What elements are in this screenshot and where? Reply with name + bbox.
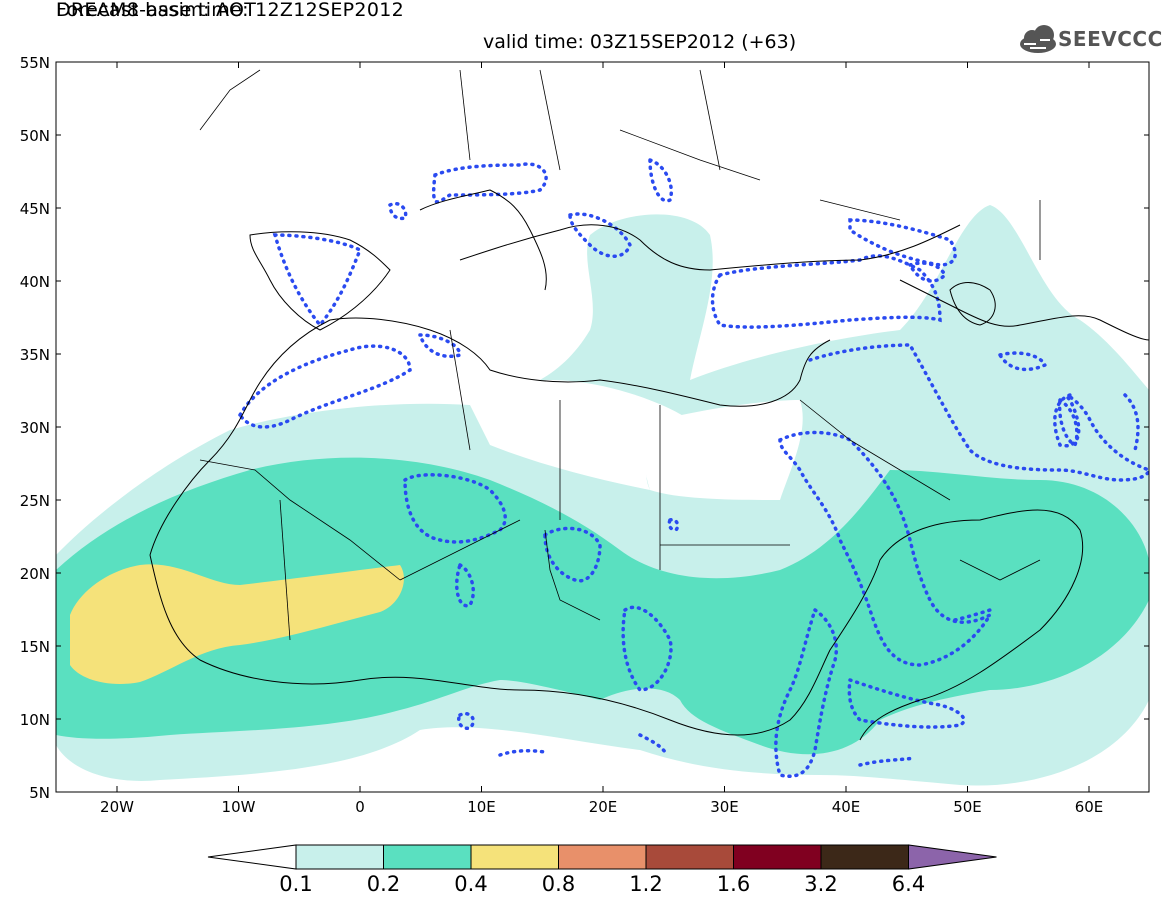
aot-field-level-2 bbox=[56, 457, 1149, 755]
longitude-axis: 20W 10W 0 10E 20E 30E 40E 50E 60E bbox=[100, 62, 1103, 816]
lon-label: 0 bbox=[355, 798, 365, 816]
cloud-icon bbox=[1020, 25, 1056, 53]
lat-label: 50N bbox=[20, 127, 50, 145]
lon-label: 10W bbox=[222, 798, 256, 816]
colorbar-arrow-left bbox=[207, 844, 297, 870]
lon-label: 60E bbox=[1075, 798, 1104, 816]
colorbar-label: 1.6 bbox=[717, 872, 750, 896]
lon-label: 40E bbox=[832, 798, 861, 816]
colorbar-label: 0.1 bbox=[279, 872, 312, 896]
lon-label: 30E bbox=[710, 798, 739, 816]
colorbar-label: 0.8 bbox=[542, 872, 575, 896]
title-valid-time: valid time: 03Z15SEP2012 (+63) bbox=[483, 31, 797, 53]
colorbar-segment bbox=[558, 844, 647, 870]
logo-text: SEEVCCC bbox=[1058, 27, 1163, 51]
colorbar-segment bbox=[820, 844, 909, 870]
colorbar: 0.1 0.2 0.4 0.8 1.2 1.6 3.2 6.4 bbox=[207, 844, 997, 896]
country-borders bbox=[199, 69, 1041, 641]
colorbar-label: 0.2 bbox=[367, 872, 400, 896]
title-product: DREAM8-assim: AOT bbox=[56, 0, 257, 21]
lat-label: 5N bbox=[29, 784, 50, 802]
colorbar-segment bbox=[470, 844, 559, 870]
colorbar-label: 0.4 bbox=[454, 872, 487, 896]
lat-label: 55N bbox=[20, 54, 50, 72]
lat-label: 30N bbox=[20, 419, 50, 437]
colorbar-segment bbox=[733, 844, 822, 870]
colorbar-label: 6.4 bbox=[892, 872, 925, 896]
lat-label: 20N bbox=[20, 565, 50, 583]
aot-contours bbox=[237, 157, 1149, 778]
lat-label: 35N bbox=[20, 346, 50, 364]
aot-field-clear-egypt bbox=[644, 400, 803, 500]
colorbar-segment bbox=[645, 844, 734, 870]
title-base-time: Forecast base time: 12Z12SEP2012 bbox=[56, 0, 404, 21]
colorbar-arrow-right bbox=[908, 844, 997, 870]
aot-field-clear-libya bbox=[470, 380, 690, 490]
aot-field-level-3 bbox=[70, 564, 404, 685]
lat-label: 15N bbox=[20, 638, 50, 656]
latitude-axis: 55N 50N 45N 40N 35N 30N 25N 20N 15N 10N 5N bbox=[20, 54, 1149, 802]
lon-label: 20W bbox=[100, 798, 134, 816]
lat-label: 10N bbox=[20, 711, 50, 729]
lat-label: 40N bbox=[20, 273, 50, 291]
lon-label: 20E bbox=[589, 798, 618, 816]
colorbar-segment bbox=[295, 844, 384, 870]
lon-label: 50E bbox=[953, 798, 982, 816]
colorbar-label: 1.2 bbox=[629, 872, 662, 896]
lat-label: 25N bbox=[20, 492, 50, 510]
lon-label: 10E bbox=[467, 798, 496, 816]
coastlines bbox=[149, 189, 1149, 741]
colorbar-segment bbox=[383, 844, 472, 870]
colorbar-label: 3.2 bbox=[804, 872, 837, 896]
lat-label: 45N bbox=[20, 200, 50, 218]
